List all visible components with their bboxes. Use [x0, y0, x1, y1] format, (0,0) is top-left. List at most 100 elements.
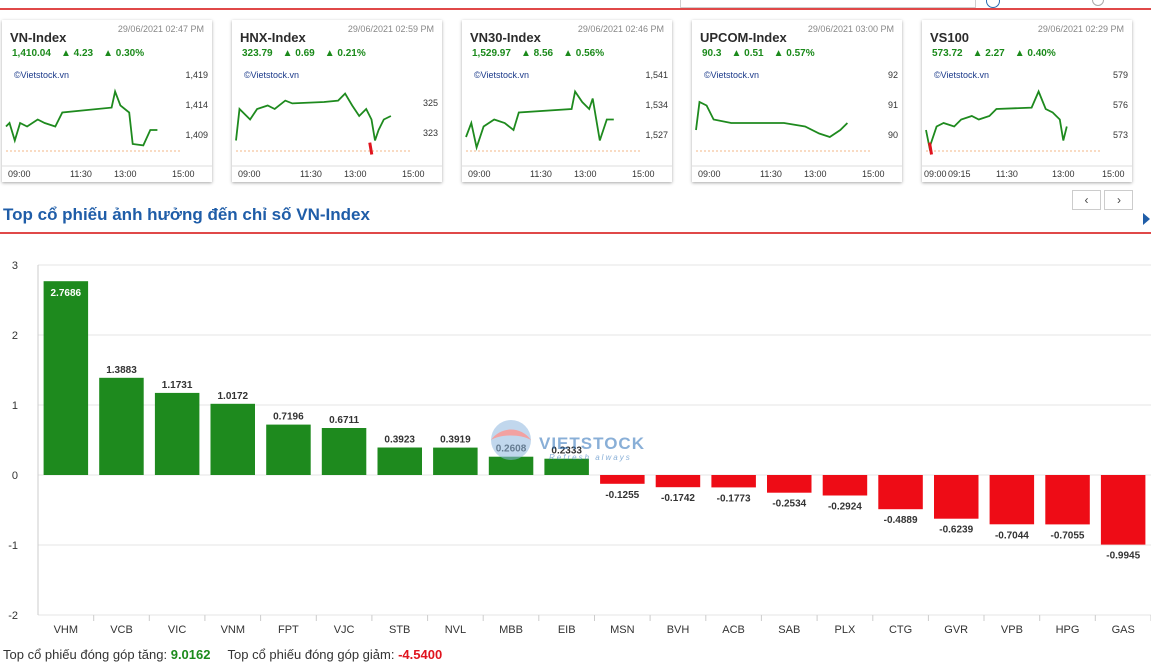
search-input[interactable]	[680, 0, 976, 8]
bar-ctg[interactable]	[878, 475, 923, 510]
bar-value-label: -0.9945	[1106, 551, 1140, 562]
index-card-vn30-index[interactable]: VN30-Index 29/06/2021 02:46 PM 1,529.97 ▲ 8…	[462, 20, 672, 182]
bar-vnm[interactable]	[210, 403, 256, 475]
y-tick-label: 92	[887, 70, 898, 80]
index-timestamp: 29/06/2021 02:47 PM	[117, 24, 204, 34]
bar-value-label: -0.2924	[828, 502, 862, 513]
index-value: 1,529.97	[472, 48, 511, 59]
bar-gas[interactable]	[1100, 475, 1146, 545]
index-card-hnx-index[interactable]: HNX-Index 29/06/2021 02:59 PM 323.79 ▲ 0.69…	[232, 20, 442, 182]
x-tick-label: 15:00	[402, 169, 425, 179]
index-value: 90.3	[702, 48, 722, 59]
bar-vjc[interactable]	[321, 428, 367, 475]
y-axis-tick-label: 3	[12, 260, 18, 272]
x-axis-tick-label: MBB	[499, 624, 523, 636]
bar-vhm[interactable]	[43, 281, 89, 475]
index-name: VN30-Index	[470, 30, 541, 45]
sparkline-low-segment	[368, 142, 374, 155]
expand-arrow-icon[interactable]	[1143, 213, 1150, 225]
contribution-summary: Top cổ phiếu đóng góp tăng: 9.0162 Top c…	[3, 647, 442, 662]
index-card-vs100[interactable]: VS100 29/06/2021 02:29 PM 573.72 ▲ 2.27 ▲ 0.…	[922, 20, 1132, 182]
x-tick-label: 13:00	[114, 169, 137, 179]
bar-mbb[interactable]	[488, 456, 534, 475]
bar-stb[interactable]	[377, 447, 423, 476]
bar-acb[interactable]	[711, 475, 756, 488]
prev-button[interactable]: ‹	[1072, 190, 1101, 210]
bar-value-label: 0.2333	[551, 446, 582, 457]
index-timestamp: 29/06/2021 02:46 PM	[577, 24, 664, 34]
bar-gvr[interactable]	[934, 475, 979, 519]
index-timestamp: 29/06/2021 02:59 PM	[347, 24, 434, 34]
bar-msn[interactable]	[600, 475, 645, 484]
bar-value-label: 0.6711	[329, 415, 359, 426]
x-tick-label: 09:00	[8, 169, 31, 179]
sparkline-chart	[232, 92, 442, 167]
x-axis-tick-label: ACB	[722, 624, 745, 636]
x-tick-label: 09:15	[948, 169, 971, 179]
next-button[interactable]: ›	[1104, 190, 1134, 210]
x-axis-tick-label: VHM	[54, 624, 78, 636]
x-tick-label: 11:30	[300, 169, 322, 179]
sparkline-chart	[922, 89, 1132, 167]
index-change: ▲ 8.56	[520, 48, 554, 59]
x-tick-label: 09:00	[698, 169, 721, 179]
user-icon[interactable]	[1092, 0, 1104, 6]
vietstock-watermark-logo: VIETSTOCK Refresh always	[487, 416, 677, 466]
bar-sab[interactable]	[767, 475, 812, 493]
y-tick-label: 325	[422, 98, 438, 108]
index-name: VS100	[930, 30, 970, 45]
x-tick-label: 11:30	[530, 169, 552, 179]
bar-vic[interactable]	[154, 392, 200, 475]
y-tick-label: 1,409	[185, 130, 208, 140]
section-title: Top cổ phiếu ảnh hưởng đến chỉ số VN-Ind…	[3, 205, 370, 224]
y-tick-label: 576	[1112, 100, 1128, 110]
x-tick-label: 11:30	[760, 169, 782, 179]
sparkline-chart	[2, 88, 212, 167]
sparkline	[235, 92, 392, 141]
x-tick-label: 11:30	[70, 169, 92, 179]
search-icon[interactable]	[986, 0, 1000, 8]
index-card-vn-index[interactable]: VN-Index 29/06/2021 02:47 PM 1,410.04 ▲ 4.2…	[2, 20, 212, 182]
y-tick-label: 90	[887, 130, 898, 140]
bar-value-label: -0.1742	[661, 493, 695, 504]
bar-value-label: -0.4889	[884, 515, 918, 526]
bar-bvh[interactable]	[655, 475, 701, 488]
bar-fpt[interactable]	[266, 424, 311, 475]
index-name: VN-Index	[10, 30, 67, 45]
x-tick-label: 13:00	[804, 169, 827, 179]
bar-plx[interactable]	[822, 475, 868, 496]
bar-eib[interactable]	[544, 458, 589, 475]
index-values: 573.72 ▲ 2.27 ▲ 0.40%	[932, 48, 1066, 59]
x-axis-tick-label: PLX	[835, 624, 856, 636]
bar-value-label: 1.3883	[106, 365, 137, 376]
x-axis-tick-label: GAS	[1112, 624, 1135, 636]
y-tick-label: 1,541	[645, 70, 668, 80]
bar-vcb[interactable]	[99, 377, 144, 475]
index-values: 1,410.04 ▲ 4.23 ▲ 0.30%	[12, 48, 154, 59]
index-change: ▲ 2.27	[972, 48, 1005, 59]
sparkline	[925, 89, 1068, 151]
index-name: HNX-Index	[240, 30, 306, 45]
index-pct: ▲ 0.57%	[773, 48, 815, 59]
sparkline-chart	[692, 100, 902, 167]
index-card-upcom-index[interactable]: UPCOM-Index 29/06/2021 03:00 PM 90.3 ▲ 0.51…	[692, 20, 902, 182]
x-axis-tick-label: STB	[389, 624, 410, 636]
x-tick-label: 13:00	[574, 169, 597, 179]
x-axis-tick-label: VCB	[110, 624, 133, 636]
decrease-label: Top cổ phiếu đóng góp giảm:	[227, 647, 395, 662]
card-navigation: ‹ ›	[1072, 190, 1134, 210]
bar-hpg[interactable]	[1045, 475, 1090, 525]
index-pct: ▲ 0.40%	[1014, 48, 1056, 59]
x-axis-tick-label: VNM	[221, 624, 245, 636]
sparkline	[695, 100, 849, 138]
index-value: 323.79	[242, 48, 273, 59]
x-tick-label: 15:00	[862, 169, 885, 179]
bar-vpb[interactable]	[989, 475, 1035, 525]
y-tick-label: 579	[1112, 70, 1128, 80]
x-tick-label: 13:00	[344, 169, 367, 179]
bar-nvl[interactable]	[433, 447, 478, 475]
bar-value-label: 2.7686	[51, 288, 82, 299]
y-tick-label: 1,419	[185, 70, 208, 80]
x-axis-tick-label: FPT	[278, 624, 299, 636]
bar-value-label: 1.1731	[162, 380, 193, 391]
